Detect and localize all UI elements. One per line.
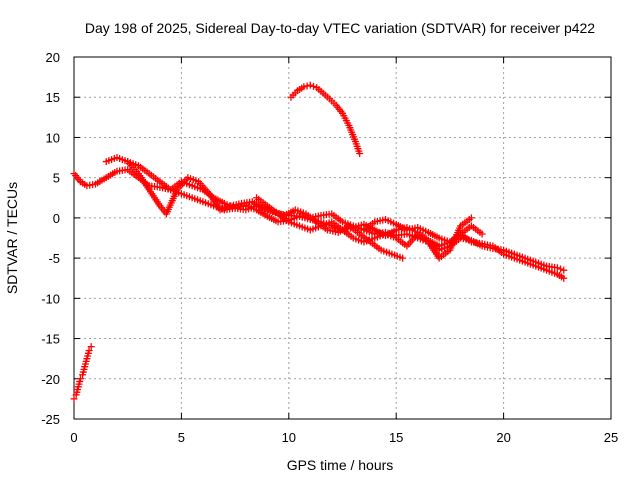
y-tick-label: -25 [41, 412, 60, 427]
x-tick-label: 5 [178, 430, 185, 445]
data-point-marker [560, 274, 568, 282]
series-arc-3 [124, 158, 407, 262]
x-tick-label: 15 [389, 430, 403, 445]
x-tick-label: 10 [282, 430, 296, 445]
y-tick-label: 5 [53, 171, 60, 186]
data-point-marker [310, 82, 318, 90]
data-point-marker [76, 375, 84, 383]
data-points [70, 81, 568, 403]
series-arc-6 [287, 81, 364, 158]
chart-title: Day 198 of 2025, Sidereal Day-to-day VTE… [85, 20, 595, 36]
data-point-marker [85, 347, 93, 355]
x-axis-label: GPS time / hours [287, 457, 394, 473]
data-point-marker [467, 214, 475, 222]
data-point-marker [557, 265, 565, 273]
series-arc-5 [360, 215, 486, 246]
data-point-marker [303, 82, 311, 90]
y-tick-label: 10 [46, 130, 60, 145]
series-arc-4 [253, 194, 475, 262]
data-point-marker [306, 81, 314, 89]
data-point-marker [399, 254, 407, 262]
data-point-marker [87, 343, 95, 351]
plot-frame [73, 56, 612, 420]
y-tick-label: -20 [41, 372, 60, 387]
x-tick-label: 25 [604, 430, 618, 445]
y-axis-label: SDTVAR / TECUs [4, 182, 20, 294]
data-point-marker [70, 395, 78, 403]
y-tick-label: -10 [41, 291, 60, 306]
data-point-marker [300, 83, 308, 91]
data-point-marker [356, 150, 364, 158]
data-point-marker [478, 230, 486, 238]
axis-ticks: 0 5 10 15 20 25 -25 -20 -15 -10 -5 0 5 10 15 20 [41, 50, 618, 445]
data-point-marker [560, 266, 568, 274]
y-tick-label: 15 [46, 90, 60, 105]
y-tick-label: 0 [53, 211, 60, 226]
x-tick-label: 20 [496, 430, 510, 445]
y-tick-label: -15 [41, 332, 60, 347]
x-tick-label: 0 [70, 430, 77, 445]
data-point-marker [553, 264, 561, 272]
series-arc-7 [70, 343, 95, 403]
y-tick-label: -5 [48, 251, 60, 266]
y-tick-label: 20 [46, 50, 60, 65]
